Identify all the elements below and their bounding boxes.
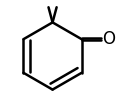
Text: O: O [102, 30, 115, 48]
